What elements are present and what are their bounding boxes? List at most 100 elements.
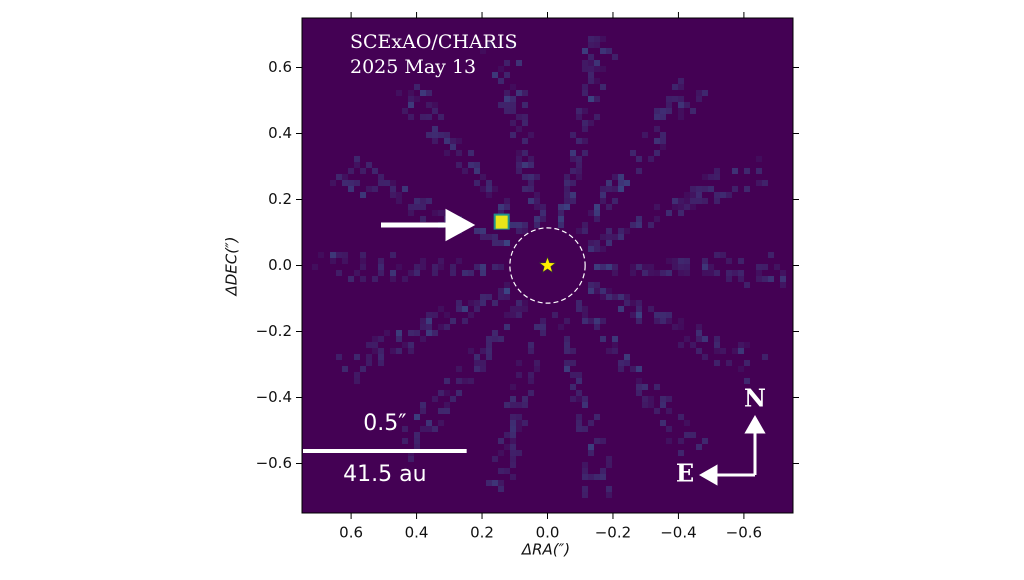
speckle: [486, 348, 492, 354]
speckle: [522, 228, 528, 234]
speckle: [372, 336, 378, 342]
speckle: [606, 186, 612, 192]
speckle: [720, 252, 726, 258]
speckle: [738, 258, 744, 264]
speckle: [606, 294, 612, 300]
speckle: [594, 264, 600, 270]
speckle: [504, 102, 510, 108]
speckle: [528, 372, 534, 378]
speckle: [462, 270, 468, 276]
speckle: [408, 456, 414, 462]
speckle: [312, 264, 318, 270]
speckle: [756, 276, 762, 282]
speckle: [678, 258, 684, 264]
speckle: [426, 426, 432, 432]
speckle: [594, 318, 600, 324]
speckle: [396, 198, 402, 204]
speckle: [636, 264, 642, 270]
speckle: [570, 156, 576, 162]
speckle: [600, 288, 606, 294]
speckle: [486, 180, 492, 186]
speckle: [516, 312, 522, 318]
speckle: [432, 330, 438, 336]
speckle: [462, 270, 468, 276]
speckle: [486, 294, 492, 300]
y-tick-label: 0.2: [268, 190, 292, 208]
speckle: [360, 192, 366, 198]
speckle: [528, 348, 534, 354]
speckle: [468, 270, 474, 276]
speckle: [372, 186, 378, 192]
speckle: [504, 288, 510, 294]
speckle: [618, 186, 624, 192]
speckle: [390, 276, 396, 282]
speckle: [330, 180, 336, 186]
speckle: [426, 198, 432, 204]
speckle: [594, 210, 600, 216]
speckle: [600, 36, 606, 42]
speckle: [642, 396, 648, 402]
speckle: [504, 108, 510, 114]
speckle: [534, 216, 540, 222]
speckle: [414, 198, 420, 204]
speckle: [486, 234, 492, 240]
speckle: [618, 228, 624, 234]
speckle: [600, 438, 606, 444]
speckle: [588, 66, 594, 72]
speckle: [720, 192, 726, 198]
speckle: [594, 204, 600, 210]
speckle: [678, 270, 684, 276]
speckle: [480, 264, 486, 270]
speckle: [564, 204, 570, 210]
speckle: [588, 444, 594, 450]
speckle: [516, 222, 522, 228]
speckle: [594, 36, 600, 42]
speckle: [456, 306, 462, 312]
speckle: [516, 114, 522, 120]
speckle: [618, 180, 624, 186]
x-tick-label: −0.4: [660, 524, 696, 542]
speckle: [594, 204, 600, 210]
speckle: [582, 306, 588, 312]
speckle: [558, 216, 564, 222]
date-label: 2025 May 13: [350, 56, 476, 78]
speckle: [468, 312, 474, 318]
speckle: [492, 300, 498, 306]
speckle: [582, 426, 588, 432]
speckle: [738, 348, 744, 354]
speckle: [702, 198, 708, 204]
speckle: [414, 270, 420, 276]
speckle: [564, 192, 570, 198]
speckle: [534, 360, 540, 366]
speckle: [510, 108, 516, 114]
speckle: [636, 222, 642, 228]
speckle: [606, 294, 612, 300]
speckle: [570, 372, 576, 378]
speckle: [582, 120, 588, 126]
speckle: [336, 252, 342, 258]
speckle: [492, 234, 498, 240]
speckle: [516, 228, 522, 234]
speckle: [426, 102, 432, 108]
speckle: [384, 330, 390, 336]
speckle: [654, 126, 660, 132]
speckle: [492, 186, 498, 192]
speckle: [438, 306, 444, 312]
speckle: [660, 402, 666, 408]
speckle: [480, 366, 486, 372]
speckle: [660, 312, 666, 318]
speckle: [600, 192, 606, 198]
speckle: [462, 306, 468, 312]
speckle: [354, 156, 360, 162]
speckle: [726, 192, 732, 198]
speckle: [588, 54, 594, 60]
speckle: [480, 300, 486, 306]
speckle: [510, 438, 516, 444]
speckle: [564, 186, 570, 192]
speckle: [666, 270, 672, 276]
speckle: [396, 192, 402, 198]
speckle: [348, 180, 354, 186]
speckle: [708, 264, 714, 270]
speckle: [678, 318, 684, 324]
speckle: [678, 78, 684, 84]
